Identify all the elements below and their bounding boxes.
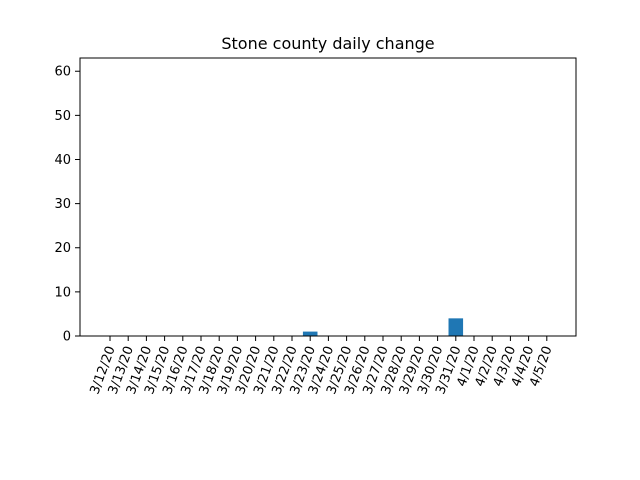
- plot-frame: [79, 57, 577, 337]
- y-tick-label: 40: [54, 153, 71, 168]
- bar-3/31/20: [448, 318, 464, 336]
- y-tick-label: 50: [54, 109, 71, 124]
- y-axis: 0 10 20 30 40 50 60: [54, 65, 80, 345]
- bars-group: [302, 318, 464, 336]
- y-tick-label: 10: [54, 285, 71, 300]
- y-tick-label: 20: [54, 241, 71, 256]
- chart-title: Stone county daily change: [221, 34, 434, 53]
- bar-3/23/20: [302, 331, 318, 336]
- y-tick-label: 0: [63, 330, 71, 345]
- x-axis: 3/12/203/13/203/14/203/15/203/16/203/17/…: [88, 336, 556, 396]
- y-tick-label: 60: [54, 65, 71, 80]
- y-tick-label: 30: [54, 197, 71, 212]
